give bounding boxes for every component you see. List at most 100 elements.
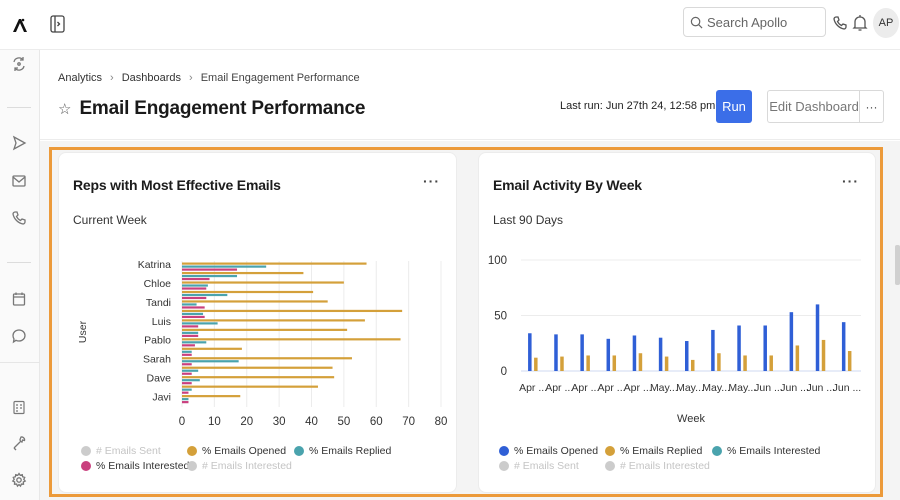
x-tick-label: 50	[337, 416, 350, 428]
legend-label: % Emails Interested	[96, 460, 190, 472]
chart-legend: % Emails Opened % Emails Replied % Emails …	[499, 445, 869, 485]
bar-emails-interested	[182, 363, 192, 366]
legend-item-emails-opened[interactable]: % Emails Opened	[187, 445, 286, 457]
bar-emails-interested	[182, 306, 205, 309]
panel-expand-icon	[50, 15, 65, 33]
x-tick-label: 30	[273, 416, 286, 428]
sidebar-tasks-icon[interactable]	[8, 396, 30, 418]
bar-emails-replied	[769, 355, 773, 371]
legend-item-emails-interested[interactable]: % Emails Interested	[81, 460, 189, 472]
bar-emails-replied	[182, 341, 207, 344]
x-tick-label: Apr ...	[545, 382, 573, 394]
bar-emails-replied	[182, 284, 208, 287]
card-title: Reps with Most Effective Emails	[73, 177, 281, 193]
bar-emails-opened	[182, 328, 348, 331]
search-icon	[690, 16, 703, 28]
bar-emails-interested	[182, 344, 195, 347]
legend-item-emails-interested[interactable]: # Emails Interested	[187, 460, 292, 472]
legend-item-emails-replied[interactable]: % Emails Replied	[605, 445, 702, 457]
sidebar-email-icon[interactable]	[8, 170, 30, 192]
bar-emails-opened	[182, 385, 318, 388]
sidebar-tools-icon[interactable]	[8, 432, 30, 454]
x-tick-label: May...	[702, 382, 730, 394]
x-tick-label: Apr ...	[624, 382, 652, 394]
sidebar-settings-icon[interactable]	[8, 469, 30, 491]
bar-emails-interested	[182, 277, 210, 281]
sidebar-divider	[7, 107, 31, 108]
sidebar-phone-icon[interactable]	[8, 207, 30, 229]
user-avatar[interactable]: AP	[873, 8, 899, 38]
edit-dashboard-button[interactable]: Edit Dashboard	[767, 90, 860, 123]
y-tick-label: Tandi	[146, 297, 171, 309]
bar-emails-opened	[789, 312, 794, 371]
bar-emails-opened	[763, 325, 767, 371]
legend-item-emails-sent[interactable]: # Emails Sent	[81, 445, 161, 457]
notifications-button[interactable]	[850, 12, 870, 34]
bar-emails-replied	[182, 331, 199, 334]
bar-emails-replied	[182, 312, 204, 316]
toggle-sidebar-button[interactable]	[50, 15, 68, 33]
x-tick-label: 0	[179, 416, 185, 428]
legend-item-emails-interested[interactable]: % Emails Interested	[712, 445, 820, 457]
bar-emails-opened	[182, 338, 401, 341]
apollo-logo[interactable]	[0, 0, 40, 50]
bar-emails-opened	[737, 325, 741, 371]
y-tick-label: Katrina	[138, 259, 171, 271]
x-tick-label: May...	[728, 382, 756, 394]
sidebar-calendar-icon[interactable]	[8, 288, 30, 310]
legend-item-emails-sent[interactable]: # Emails Sent	[499, 460, 579, 472]
card-title: Email Activity By Week	[493, 177, 642, 193]
search-box[interactable]	[683, 7, 826, 37]
bar-emails-opened	[658, 337, 663, 371]
bar-emails-replied	[182, 265, 267, 268]
bar-emails-replied	[182, 303, 197, 306]
y-tick-label: 100	[488, 255, 507, 267]
y-tick-label: Sarah	[143, 354, 171, 366]
bar-emails-replied	[534, 357, 538, 371]
bell-icon	[852, 15, 868, 31]
bar-emails-interested	[182, 372, 192, 375]
bar-emails-opened	[182, 271, 304, 275]
legend-dot	[81, 461, 91, 471]
bar-emails-interested	[182, 287, 207, 290]
bar-emails-replied	[182, 350, 192, 353]
sidebar-sync-icon[interactable]	[8, 53, 30, 75]
bar-emails-replied	[182, 369, 199, 372]
bar-emails-replied	[795, 345, 800, 371]
x-tick-label: Jun ...	[780, 382, 809, 394]
legend-dot	[187, 446, 197, 456]
x-tick-label: 10	[208, 416, 221, 428]
sidebar-sequences-icon[interactable]	[8, 132, 30, 154]
bar-emails-opened	[182, 319, 365, 322]
card-email-activity-by-week: Email Activity By Week Last 90 Days ··· …	[478, 152, 876, 493]
more-options-button[interactable]: ···	[859, 90, 884, 123]
breadcrumb-analytics[interactable]: Analytics	[58, 72, 103, 84]
bar-emails-opened	[182, 395, 241, 398]
legend-item-emails-opened[interactable]: % Emails Opened	[499, 445, 598, 457]
card-more-menu-button[interactable]: ···	[842, 173, 859, 189]
scrollbar[interactable]	[895, 245, 900, 285]
bar-emails-opened	[182, 347, 242, 350]
x-tick-label: Jun ...	[833, 382, 862, 394]
legend-label: % Emails Opened	[514, 445, 599, 457]
bar-emails-opened	[528, 333, 532, 371]
bar-emails-opened	[711, 329, 715, 371]
bar-emails-interested	[182, 334, 199, 337]
phone-button[interactable]	[830, 12, 850, 34]
bar-emails-opened	[182, 376, 335, 379]
run-button[interactable]: Run	[716, 90, 752, 123]
card-more-menu-button[interactable]: ···	[423, 173, 440, 189]
bar-emails-interested	[182, 296, 207, 300]
x-tick-label: May...	[650, 382, 678, 394]
bar-emails-opened	[182, 281, 344, 284]
favorite-star-icon[interactable]: ☆	[58, 101, 72, 118]
breadcrumb-dashboards[interactable]: Dashboards	[121, 72, 182, 84]
legend-item-emails-replied[interactable]: % Emails Replied	[294, 445, 391, 457]
bar-emails-opened	[182, 357, 352, 360]
bar-emails-replied	[182, 388, 192, 391]
search-input[interactable]	[707, 14, 817, 30]
legend-item-emails-interested[interactable]: # Emails Interested	[605, 460, 710, 472]
card-subtitle: Current Week	[73, 213, 147, 227]
sidebar-chat-icon[interactable]	[8, 325, 30, 347]
